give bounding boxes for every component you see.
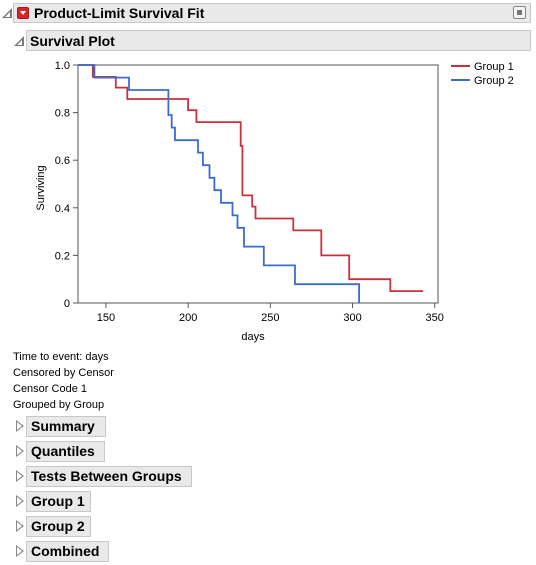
y-axis-label: Surviving [35,165,47,210]
outline-disclosure-icon[interactable] [2,8,12,18]
x-axis-label: days [241,331,265,343]
series-line-2 [78,64,360,303]
y-tick-label: 0.6 [55,155,70,167]
y-tick-label: 0.8 [55,108,70,120]
survival-plot-title: Survival Plot [30,33,115,49]
group2-disclosure-icon[interactable] [16,520,25,532]
y-tick-label: 1.0 [55,60,70,72]
survival-plot-header[interactable]: Survival Plot [26,30,531,51]
x-tick-label: 350 [426,312,444,324]
censored-by-label: Censored by Censor [13,367,114,379]
outline-header: Product-Limit Survival Fit [13,3,531,23]
x-tick-label: 300 [343,312,361,324]
x-tick-label: 200 [179,312,197,324]
tests-between-groups-button[interactable]: Tests Between Groups [26,466,192,487]
group2-report-button[interactable]: Group 2 [26,516,91,537]
y-tick-label: 0.2 [55,250,70,262]
x-tick-label: 150 [97,312,115,324]
summary-report-button[interactable]: Summary [26,416,106,437]
red-triangle-menu-icon[interactable] [17,7,29,19]
series-line-1 [78,64,424,292]
plot-frame [77,64,439,304]
group1-report-button[interactable]: Group 1 [26,491,91,512]
x-tick-label: 250 [261,312,279,324]
legend-label-2: Group 2 [474,75,514,87]
survival-chart: 150 200 250 300 350 0 0.2 0.4 0.6 0.8 1.0 days Survi… [35,60,514,343]
legend-label-1: Group 1 [474,61,514,73]
y-tick-label: 0.4 [55,203,70,215]
pin-icon[interactable] [513,6,526,19]
combined-disclosure-icon[interactable] [16,545,25,557]
combined-report-button[interactable]: Combined [26,541,109,562]
quantiles-disclosure-icon[interactable] [16,445,25,457]
plot-disclosure-icon[interactable] [14,36,24,46]
y-tick-label: 0 [64,298,70,310]
time-to-event-label: Time to event: days [13,351,109,363]
page-title: Product-Limit Survival Fit [34,5,205,21]
quantiles-report-button[interactable]: Quantiles [26,441,105,462]
tests-disclosure-icon[interactable] [16,470,25,482]
censor-code-label: Censor Code 1 [13,383,87,395]
group1-disclosure-icon[interactable] [16,495,25,507]
grouped-by-label: Grouped by Group [13,399,105,411]
summary-disclosure-icon[interactable] [16,420,25,432]
